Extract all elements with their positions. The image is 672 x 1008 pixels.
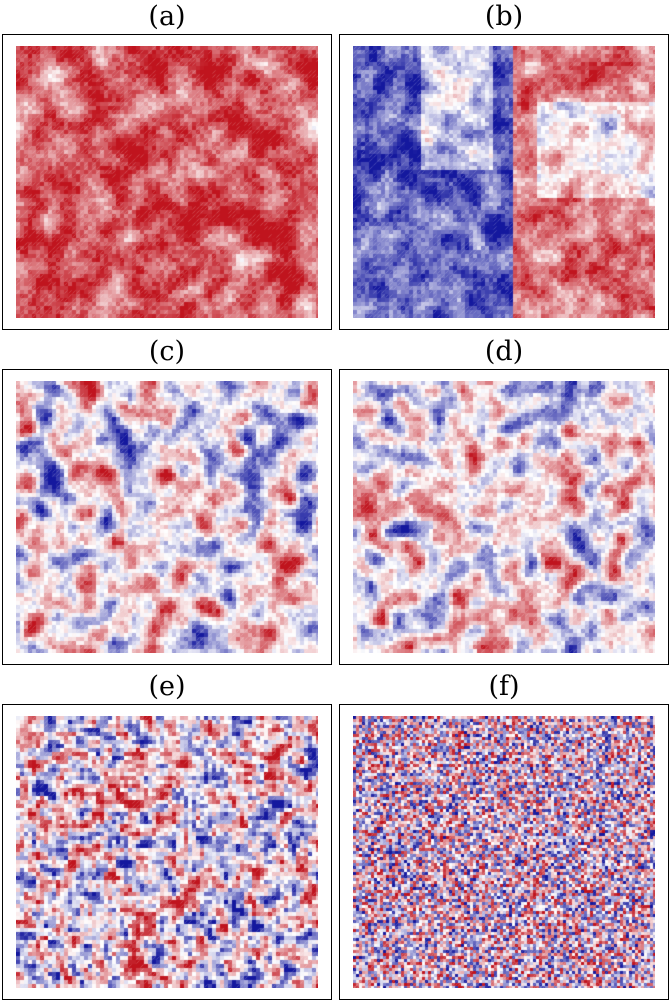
spin-configuration-b [353,46,655,318]
panel-label-c: (c) [148,336,186,367]
panel-label-a: (a) [148,1,186,32]
spin-configuration-e [16,716,318,988]
panel-frame-c [2,369,332,665]
panel-label-f: (f) [488,671,520,702]
panel-label-e: (e) [148,671,186,702]
panel-frame-b [339,34,669,330]
spin-configuration-f [353,716,655,988]
panel-frame-d [339,369,669,665]
panel-frame-e [2,704,332,1000]
spin-configuration-c [16,381,318,653]
panel-label-d: (d) [484,336,524,367]
panel-d: (d) [339,335,669,665]
panel-c: (c) [2,335,332,665]
panel-e: (e) [2,670,332,1000]
panel-frame-a [2,34,332,330]
panel-a: (a) [2,0,332,330]
spin-configuration-a [16,46,318,318]
spin-configuration-d [353,381,655,653]
panel-b: (b) [339,0,669,330]
panel-frame-f [339,704,669,1000]
panel-label-b: (b) [484,1,524,32]
panel-f: (f) [339,670,669,1000]
